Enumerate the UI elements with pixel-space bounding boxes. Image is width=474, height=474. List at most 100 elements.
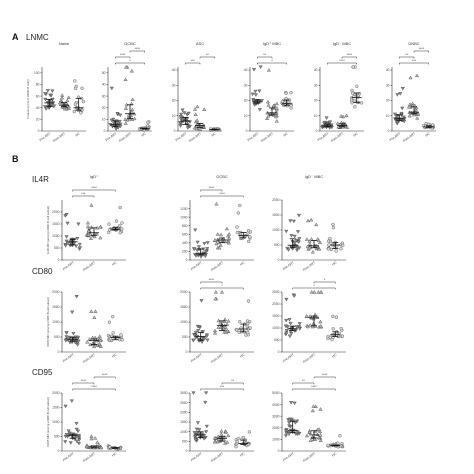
data-point bbox=[199, 299, 204, 303]
data-point bbox=[287, 318, 292, 322]
data-point bbox=[265, 99, 270, 104]
data-point bbox=[63, 440, 68, 444]
data-point bbox=[64, 331, 69, 335]
y-tick-label: 3000 bbox=[180, 391, 188, 395]
data-point bbox=[245, 319, 250, 323]
data-point bbox=[310, 324, 315, 329]
y-tick-label: 20 bbox=[102, 106, 106, 110]
data-point bbox=[111, 117, 116, 122]
chart-4: IgD⁻ MBC 0 10 20 30 40 Pre-ART Post-ART HC ******… bbox=[314, 41, 364, 143]
significance-bracket bbox=[115, 62, 145, 65]
x-tick-label: Pre-ART bbox=[190, 261, 203, 272]
data-point bbox=[330, 337, 334, 342]
data-point bbox=[266, 103, 271, 107]
x-tick-label: HC bbox=[111, 352, 118, 358]
data-point bbox=[297, 327, 302, 331]
data-point bbox=[297, 237, 302, 241]
data-point bbox=[345, 125, 350, 129]
data-point bbox=[107, 222, 111, 226]
data-point bbox=[234, 445, 238, 449]
data-point bbox=[407, 113, 412, 118]
x-tick-label: Post-ART bbox=[118, 132, 132, 143]
data-point bbox=[288, 425, 293, 429]
y-tick-label: 0 bbox=[58, 350, 60, 354]
y-tick-label: 30 bbox=[172, 83, 176, 87]
data-point bbox=[129, 110, 134, 114]
data-point bbox=[107, 320, 111, 324]
data-point bbox=[202, 242, 207, 246]
significance-bracket bbox=[200, 281, 223, 284]
data-point bbox=[193, 107, 198, 111]
data-point bbox=[394, 115, 399, 119]
data-point bbox=[246, 330, 250, 335]
data-point bbox=[317, 427, 322, 431]
data-point bbox=[90, 335, 95, 340]
significance-label: * bbox=[313, 284, 315, 288]
significance-bracket bbox=[200, 189, 223, 192]
data-point bbox=[326, 239, 331, 243]
x-tick-label: Pre-ART bbox=[282, 452, 295, 463]
data-point bbox=[317, 240, 322, 245]
data-point bbox=[195, 118, 200, 122]
data-point bbox=[72, 109, 76, 114]
data-point bbox=[76, 429, 81, 434]
y-tick-label: 1500 bbox=[272, 213, 280, 217]
y-tick-label: 1000 bbox=[272, 228, 280, 232]
data-point bbox=[64, 433, 69, 437]
axis-lines bbox=[41, 67, 86, 132]
data-point bbox=[331, 314, 335, 318]
data-point bbox=[274, 101, 279, 106]
y-tick-label: 40 bbox=[36, 106, 40, 110]
chart-8: IgD⁻ MBC 0 500 1000 1500 2000 Pre-ART Post-ART H… bbox=[272, 174, 346, 272]
data-point bbox=[89, 309, 94, 313]
data-point bbox=[219, 432, 224, 436]
data-point bbox=[202, 337, 207, 341]
data-point bbox=[340, 334, 345, 338]
y-tick-label: 1500 bbox=[180, 420, 188, 424]
data-point bbox=[132, 116, 137, 121]
subplot-title: IgD⁺ bbox=[90, 174, 98, 179]
data-point bbox=[226, 319, 231, 323]
data-point bbox=[318, 323, 323, 328]
data-point bbox=[109, 86, 114, 91]
y-tick-label: 5000 bbox=[272, 391, 280, 395]
y-tick-label: 100 bbox=[34, 71, 40, 75]
significance-bracket bbox=[257, 56, 273, 59]
data-point bbox=[310, 408, 315, 413]
y-tick-label: 40 bbox=[314, 68, 318, 72]
data-point bbox=[274, 119, 279, 123]
y-tick-label: 0 bbox=[186, 449, 188, 453]
data-point bbox=[74, 244, 79, 248]
y-tick-label: 40 bbox=[244, 68, 248, 72]
data-point bbox=[201, 123, 206, 127]
x-tick-label: HC bbox=[141, 131, 148, 137]
data-point bbox=[85, 340, 90, 344]
x-tick-label: HC bbox=[111, 260, 118, 266]
data-point bbox=[65, 221, 70, 226]
data-point bbox=[318, 438, 323, 442]
y-tick-label: 800 bbox=[182, 224, 188, 228]
data-point bbox=[52, 104, 57, 108]
data-point bbox=[78, 246, 83, 250]
significance-bracket bbox=[93, 376, 116, 379]
data-point bbox=[289, 91, 293, 95]
subplot-title: IgD⁻ MBC bbox=[305, 174, 323, 179]
data-point bbox=[88, 236, 93, 240]
data-point bbox=[292, 294, 297, 298]
subplot-title: ASC bbox=[196, 41, 204, 46]
data-point bbox=[216, 318, 221, 323]
data-point bbox=[86, 229, 91, 233]
data-point bbox=[98, 225, 103, 229]
data-point bbox=[193, 112, 198, 116]
data-point bbox=[215, 232, 220, 236]
data-point bbox=[351, 65, 355, 69]
data-point bbox=[195, 104, 200, 109]
data-point bbox=[287, 334, 292, 339]
y-tick-label: 200 bbox=[182, 250, 188, 254]
y-tick-label: 0 bbox=[316, 129, 318, 133]
significance-label: * bbox=[271, 59, 273, 63]
x-tick-label: HC bbox=[239, 352, 246, 358]
data-point bbox=[75, 237, 80, 241]
data-point bbox=[43, 97, 48, 102]
